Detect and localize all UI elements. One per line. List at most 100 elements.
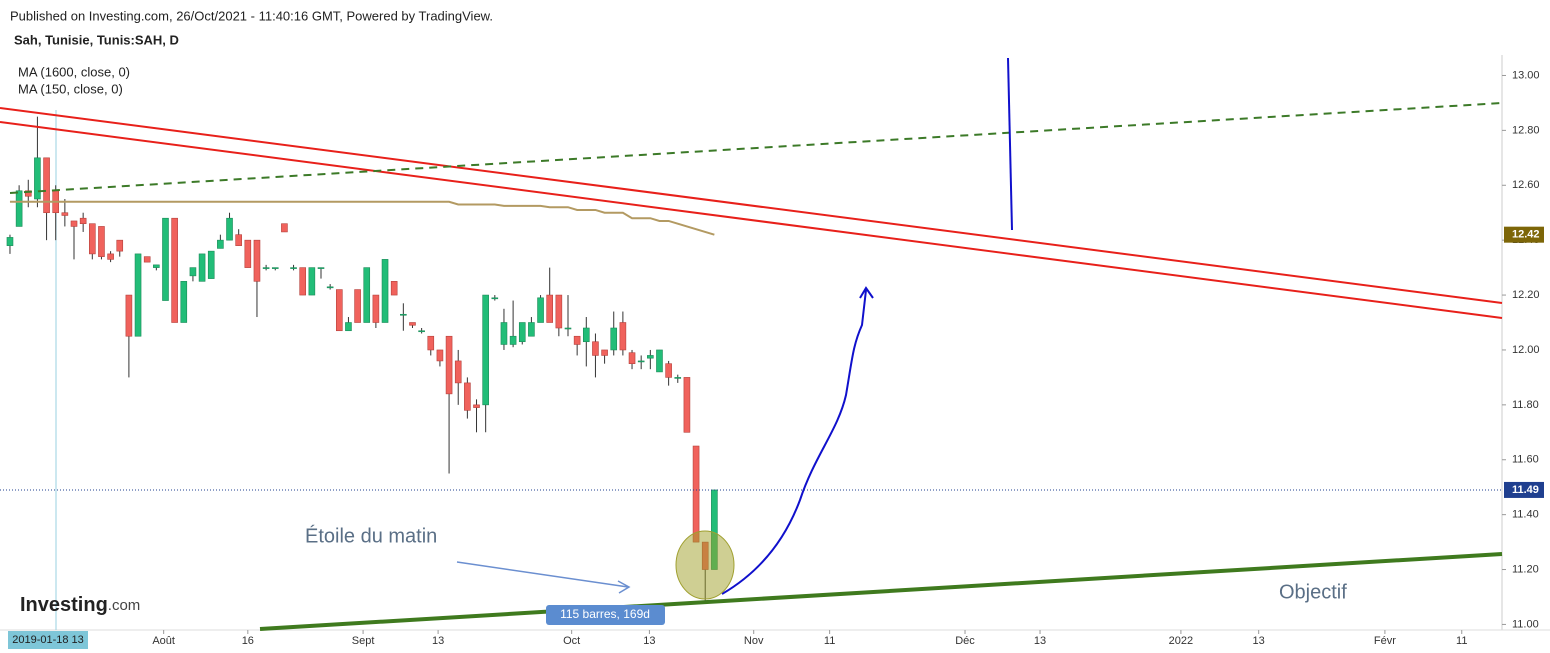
highlight-circle	[675, 530, 735, 600]
trend-line	[0, 121, 1503, 319]
price-tag-label: 12.42	[1512, 229, 1540, 241]
candle-body	[464, 382, 471, 411]
candle-body	[217, 239, 224, 249]
trend-line	[0, 107, 1503, 304]
candle-body	[491, 297, 499, 300]
x-tick-label: 2022	[1169, 635, 1193, 647]
candle-body	[619, 322, 627, 351]
marks	[6, 116, 718, 603]
candle-body	[601, 349, 608, 356]
candle-body	[116, 239, 124, 252]
candle-body	[509, 335, 517, 345]
candle-body	[326, 286, 334, 289]
candle-body	[445, 335, 453, 395]
annotation-arrow	[456, 561, 631, 594]
moving-average	[9, 200, 715, 236]
candle-body	[207, 250, 215, 279]
candle-body	[363, 267, 371, 323]
candle-body	[43, 157, 50, 214]
y-tick-label: 13.00	[1512, 69, 1540, 81]
candle-body	[482, 294, 489, 406]
x-tick-label: 13	[643, 635, 655, 647]
candle-body	[125, 294, 133, 337]
candle-body	[134, 253, 142, 337]
candle-body	[308, 267, 316, 296]
x-tick-label: 13	[1034, 635, 1046, 647]
candle-body	[226, 217, 233, 241]
candle-body	[345, 322, 352, 332]
x-tick-label: Sept	[352, 635, 375, 647]
candle-body	[674, 377, 682, 379]
candle-body	[390, 281, 398, 296]
candle-body	[692, 445, 700, 543]
candle-body	[171, 217, 178, 323]
candle-body	[189, 267, 197, 277]
candle-body	[683, 377, 691, 433]
candle-body	[262, 267, 270, 269]
y-tick-label: 11.40	[1512, 509, 1539, 521]
candle-body	[500, 322, 508, 345]
candle-body	[271, 267, 279, 269]
price-tag-label: 11.49	[1512, 484, 1539, 496]
x-tick-label: 16	[242, 635, 254, 647]
candle-body	[354, 289, 361, 323]
crosshair-label: 2019-01-18 13	[12, 634, 84, 646]
x-tick-label: 13	[432, 635, 444, 647]
y-tick-label: 11.00	[1512, 618, 1539, 630]
candle-body	[79, 217, 87, 224]
candle-body	[15, 190, 23, 227]
candle-body	[180, 281, 188, 323]
candle-body	[564, 327, 572, 330]
candle-body	[372, 294, 380, 323]
x-tick-label: Août	[152, 635, 175, 647]
candle-body	[162, 217, 169, 301]
candle-body	[89, 223, 96, 255]
candle-body	[107, 253, 114, 260]
candle-body	[61, 212, 69, 216]
candle-body	[427, 335, 435, 351]
candle-body	[454, 360, 462, 384]
trend-line	[9, 102, 1503, 194]
candle-body	[198, 253, 206, 282]
range-label: 115 barres, 169d	[560, 607, 650, 621]
candle-body	[24, 190, 32, 197]
published-note: Published on Investing.com, 26/Oct/2021 …	[10, 8, 493, 23]
price-tag	[1504, 226, 1544, 243]
candle-body	[637, 360, 645, 363]
candle-body	[235, 234, 242, 246]
y-tick-label: 11.80	[1512, 399, 1539, 411]
candle-body	[573, 335, 581, 345]
candle-body	[582, 327, 590, 343]
candle-body	[253, 239, 261, 282]
x-tick-label: Déc	[955, 635, 975, 647]
indicator-legend: MA (150, close, 0)	[18, 81, 123, 96]
y-tick-label: 11.20	[1512, 563, 1539, 575]
candle-body	[418, 330, 425, 333]
candle-body	[436, 349, 444, 362]
candle-body	[518, 322, 526, 343]
candle-body	[34, 157, 41, 200]
annotation-text: Objectif	[1279, 581, 1347, 603]
candle-body	[70, 220, 78, 227]
candle-body	[528, 322, 535, 337]
annotation-text: Étoile du matin	[305, 524, 437, 547]
candle-body	[381, 259, 389, 323]
candle-body	[656, 349, 663, 373]
logo-suffix: .com	[108, 597, 141, 614]
indicator-legend: MA (1600, close, 0)	[18, 64, 130, 79]
y-tick-label: 12.60	[1512, 179, 1540, 191]
x-tick-label: Nov	[744, 635, 764, 647]
candle-body	[143, 256, 151, 263]
symbol-title: Sah, Tunisie, Tunis:SAH, D	[14, 32, 179, 47]
y-tick-label: 12.00	[1512, 344, 1540, 356]
candle-body	[290, 267, 297, 269]
y-tick-label: 11.60	[1512, 454, 1539, 466]
candle-body	[98, 226, 105, 257]
range-box	[546, 605, 665, 625]
logo: Investing.com	[20, 594, 140, 616]
candle-body	[473, 404, 480, 408]
candle-body	[610, 327, 618, 351]
candle-body	[400, 313, 407, 316]
support-line	[259, 552, 1503, 631]
crosshair-box	[8, 631, 88, 649]
